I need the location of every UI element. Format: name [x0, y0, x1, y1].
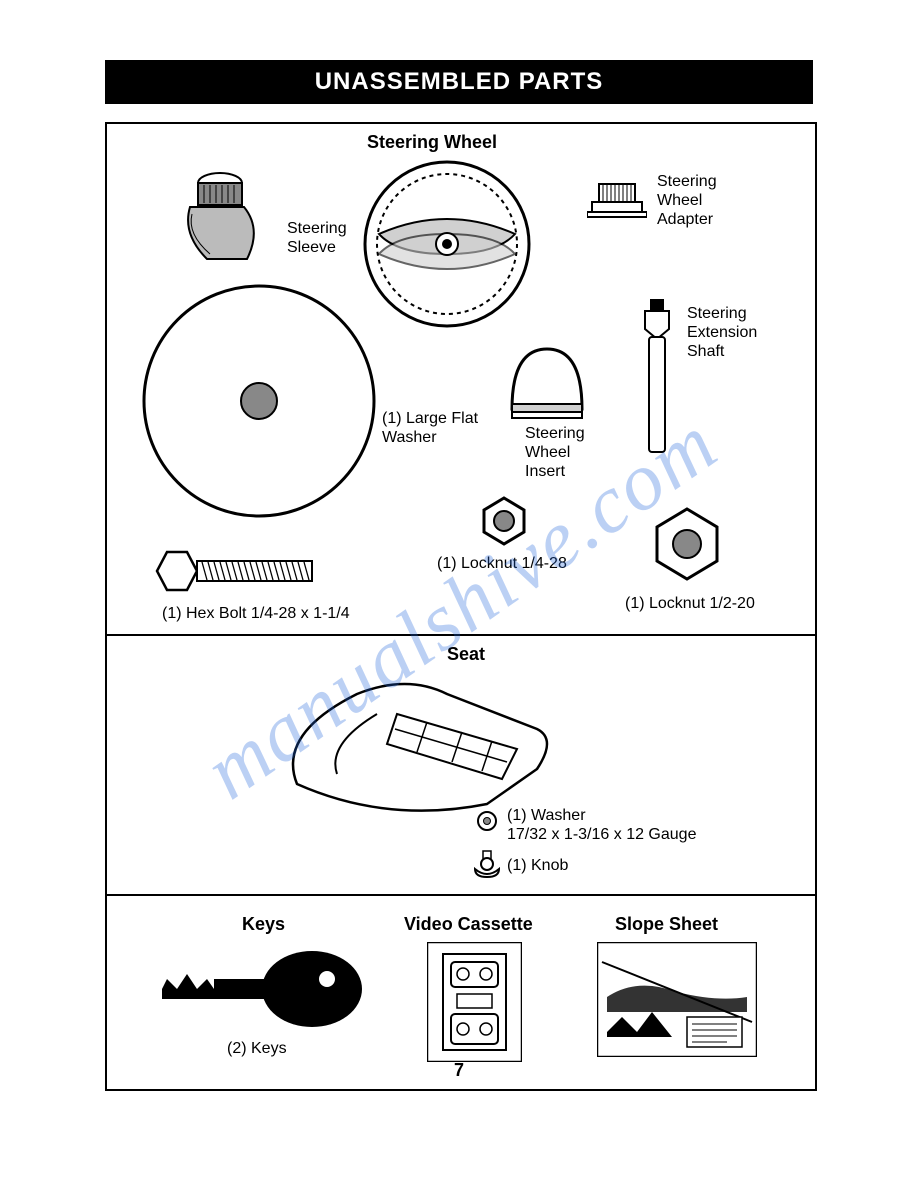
steering-shaft-label: Steering Extension Shaft [687, 304, 757, 362]
locknut-small-icon [477, 494, 532, 549]
locknut-large-label: (1) Locknut 1/2-20 [625, 594, 755, 613]
large-washer-label: (1) Large Flat Washer [382, 409, 478, 447]
hex-bolt-icon [152, 544, 322, 599]
steering-sleeve-label: Steering Sleeve [287, 219, 347, 257]
page-number: 7 [105, 1060, 813, 1081]
parts-box: manualshive.com Steering Wheel Steering … [105, 122, 817, 1091]
steering-insert-icon [502, 339, 592, 424]
keys-qty-label: (2) Keys [227, 1039, 287, 1058]
seat-icon [267, 664, 567, 824]
locknut-small-label: (1) Locknut 1/4-28 [437, 554, 567, 573]
key-icon [152, 944, 372, 1034]
slope-title: Slope Sheet [615, 914, 718, 936]
section-header: UNASSEMBLED PARTS [105, 60, 813, 104]
small-washer-icon [475, 809, 499, 833]
locknut-large-icon [647, 504, 727, 584]
small-washer-label: (1) Washer 17/32 x 1-3/16 x 12 Gauge [507, 806, 696, 844]
steering-shaft-icon [637, 289, 677, 464]
divider-1 [107, 634, 815, 636]
steering-sleeve-icon [162, 159, 282, 269]
steering-wheel-icon [357, 154, 537, 334]
steering-adapter-icon [587, 179, 647, 224]
knob-icon [472, 849, 502, 881]
large-washer-icon [137, 279, 382, 524]
video-cassette-icon [427, 942, 522, 1062]
keys-title: Keys [242, 914, 285, 936]
seat-title: Seat [447, 644, 485, 666]
steering-insert-label: Steering Wheel Insert [525, 424, 585, 482]
steering-wheel-title: Steering Wheel [367, 132, 497, 154]
divider-2 [107, 894, 815, 896]
slope-sheet-icon [597, 942, 757, 1057]
hex-bolt-label: (1) Hex Bolt 1/4-28 x 1-1/4 [162, 604, 350, 623]
steering-adapter-label: Steering Wheel Adapter [657, 172, 717, 230]
video-title: Video Cassette [404, 914, 533, 936]
knob-label: (1) Knob [507, 856, 568, 875]
